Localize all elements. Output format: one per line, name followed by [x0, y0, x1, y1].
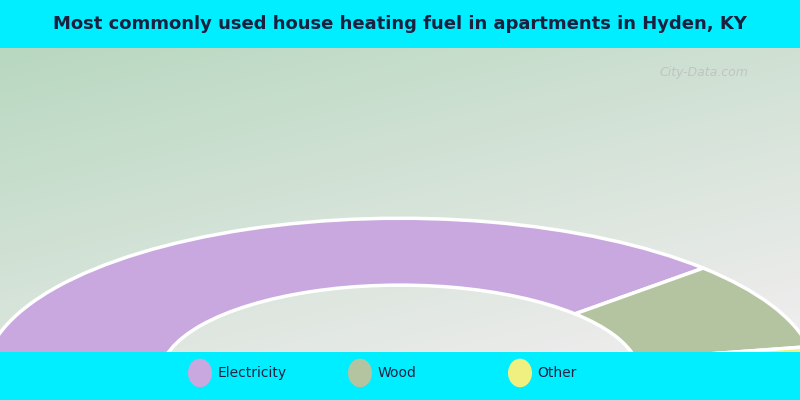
Wedge shape	[636, 347, 800, 376]
Ellipse shape	[508, 359, 532, 387]
Text: Electricity: Electricity	[218, 366, 286, 380]
Ellipse shape	[188, 359, 212, 387]
Wedge shape	[0, 218, 703, 376]
Ellipse shape	[348, 359, 372, 387]
Text: City-Data.com: City-Data.com	[659, 66, 749, 79]
Text: Wood: Wood	[378, 366, 417, 380]
Wedge shape	[575, 268, 800, 359]
Text: Most commonly used house heating fuel in apartments in Hyden, KY: Most commonly used house heating fuel in…	[53, 15, 747, 33]
Text: Other: Other	[538, 366, 577, 380]
